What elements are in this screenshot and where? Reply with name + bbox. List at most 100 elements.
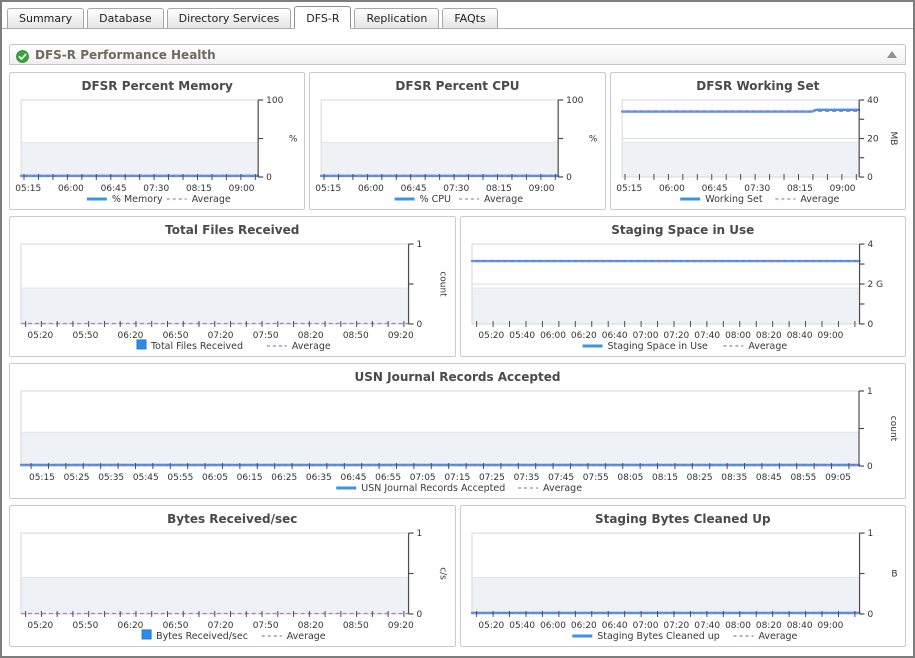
svg-text:07:35: 07:35 <box>514 473 540 483</box>
svg-text:06:00: 06:00 <box>58 184 84 194</box>
svg-text:08:05: 08:05 <box>617 473 643 483</box>
chart-canvas-dfsr-percent-memory[interactable]: 0 100% 05:15 06:00 06:45 07:30 08:15 09:00 % Mem… <box>10 94 304 209</box>
svg-text:Bytes Received/sec: Bytes Received/sec <box>156 631 248 642</box>
svg-text:08:20: 08:20 <box>755 331 781 341</box>
svg-text:07:45: 07:45 <box>548 473 574 483</box>
chart-row-1: DFSR Percent Memory 0 100% 05:15 06:00 06:45… <box>9 72 906 210</box>
svg-text:07:40: 07:40 <box>694 621 720 631</box>
chart-canvas-dfsr-percent-cpu[interactable]: 0 100% 05:15 06:00 06:45 07:30 08:15 09:00 % CPU… <box>310 94 604 209</box>
chart-canvas-staging-bytes-cleaned-up[interactable]: 0 1 B 05:20 05:40 06:00 06:20 06:40 07:00 07:20 07… <box>461 527 906 646</box>
svg-text:06:55: 06:55 <box>375 473 401 483</box>
tab-database[interactable]: Database <box>87 8 164 28</box>
tab-faqts[interactable]: FAQts <box>442 8 498 28</box>
svg-text:06:50: 06:50 <box>163 331 189 341</box>
svg-text:0: 0 <box>417 610 423 620</box>
svg-text:07:30: 07:30 <box>143 184 169 194</box>
health-status-green-check-icon <box>16 48 29 63</box>
svg-text:06:35: 06:35 <box>306 473 332 483</box>
svg-text:100: 100 <box>266 96 283 106</box>
svg-text:1: 1 <box>417 529 423 539</box>
chart-panel-bytes-received-sec: Bytes Received/sec 0 1 c/s 05:20 05:50 06:20 0… <box>9 505 456 647</box>
svg-text:06:20: 06:20 <box>570 621 596 631</box>
svg-text:07:50: 07:50 <box>253 331 279 341</box>
svg-text:08:15: 08:15 <box>652 473 678 483</box>
chart-title: USN Journal Records Accepted <box>354 370 561 384</box>
svg-text:B: B <box>891 570 897 580</box>
svg-text:08:50: 08:50 <box>343 621 369 631</box>
svg-text:Staging Bytes Cleaned up: Staging Bytes Cleaned up <box>597 631 720 642</box>
svg-text:07:25: 07:25 <box>479 473 505 483</box>
tab-bar: Summary Database Directory Services DFS-… <box>2 2 913 29</box>
chart-canvas-usn-journal-records-accepted[interactable]: 0 1 count 05:15 05:25 05:35 05:45 05:55 06:05 06:… <box>10 385 905 498</box>
chart-panel-dfsr-percent-cpu: DFSR Percent CPU 0 100% 05:15 06:00 06:45 07:… <box>309 72 606 210</box>
svg-text:06:00: 06:00 <box>358 184 384 194</box>
svg-text:08:20: 08:20 <box>755 621 781 631</box>
svg-text:07:20: 07:20 <box>663 621 689 631</box>
svg-text:c/s: c/s <box>438 567 448 580</box>
svg-text:06:50: 06:50 <box>163 621 189 631</box>
svg-text:05:20: 05:20 <box>27 331 53 341</box>
chart-canvas-total-files-received[interactable]: 0 1 count 05:20 05:50 06:20 06:50 07:20 07:50 08:… <box>10 238 455 356</box>
svg-text:20: 20 <box>867 135 879 145</box>
svg-text:% Memory: % Memory <box>112 194 163 205</box>
svg-text:09:00: 09:00 <box>529 184 555 194</box>
svg-text:08:35: 08:35 <box>721 473 747 483</box>
svg-text:06:00: 06:00 <box>540 621 566 631</box>
svg-text:0: 0 <box>266 173 272 183</box>
svg-text:0: 0 <box>417 320 423 330</box>
svg-text:Average: Average <box>192 194 231 205</box>
svg-text:07:40: 07:40 <box>694 331 720 341</box>
svg-text:Average: Average <box>484 194 523 205</box>
chart-panel-staging-space-in-use: Staging Space in Use 0 2 G 4 05:20 05:40 06:0… <box>459 216 906 357</box>
chart-title: DFSR Working Set <box>696 79 820 93</box>
tab-summary[interactable]: Summary <box>7 8 85 28</box>
svg-text:0: 0 <box>867 610 873 620</box>
svg-text:1: 1 <box>867 529 873 539</box>
chart-title: Staging Space in Use <box>611 223 755 237</box>
svg-text:40: 40 <box>867 96 879 106</box>
svg-text:08:20: 08:20 <box>298 621 324 631</box>
svg-text:05:15: 05:15 <box>616 184 642 194</box>
chart-row-4: Bytes Received/sec 0 1 c/s 05:20 05:50 06:20 0… <box>9 505 906 647</box>
svg-text:09:00: 09:00 <box>229 184 255 194</box>
chart-grid: DFSR Percent Memory 0 100% 05:15 06:00 06:45… <box>2 72 913 647</box>
svg-text:05:40: 05:40 <box>509 621 535 631</box>
svg-text:07:00: 07:00 <box>632 331 658 341</box>
svg-text:1: 1 <box>417 240 423 250</box>
svg-text:07:15: 07:15 <box>444 473 470 483</box>
svg-text:Working Set: Working Set <box>705 194 763 205</box>
svg-text:08:20: 08:20 <box>298 331 324 341</box>
tab-replication[interactable]: Replication <box>354 8 440 28</box>
svg-text:08:00: 08:00 <box>725 331 751 341</box>
tab-directory-services[interactable]: Directory Services <box>166 8 292 28</box>
svg-text:05:15: 05:15 <box>29 473 55 483</box>
chart-canvas-bytes-received-sec[interactable]: 0 1 c/s 05:20 05:50 06:20 06:50 07:20 07:50 08:20… <box>10 527 455 646</box>
section-header: DFS-R Performance Health <box>9 44 906 65</box>
chart-canvas-dfsr-working-set[interactable]: 0 20 40 MB 05:15 06:00 06:45 07:30 08:15 09:00 Wor… <box>611 94 905 209</box>
svg-text:05:20: 05:20 <box>27 621 53 631</box>
svg-text:08:15: 08:15 <box>787 184 813 194</box>
svg-text:06:20: 06:20 <box>118 331 144 341</box>
section-title: DFS-R Performance Health <box>35 47 216 62</box>
svg-text:06:20: 06:20 <box>118 621 144 631</box>
svg-text:06:40: 06:40 <box>601 621 627 631</box>
svg-text:%: % <box>589 135 598 145</box>
svg-text:07:20: 07:20 <box>208 621 234 631</box>
svg-text:05:55: 05:55 <box>167 473 193 483</box>
svg-text:05:35: 05:35 <box>98 473 124 483</box>
tab-dfs-r[interactable]: DFS-R <box>294 6 352 29</box>
svg-text:MB: MB <box>888 132 898 146</box>
svg-text:07:55: 07:55 <box>583 473 609 483</box>
collapse-section-icon[interactable] <box>887 51 897 58</box>
svg-text:08:55: 08:55 <box>790 473 816 483</box>
svg-text:06:25: 06:25 <box>271 473 297 483</box>
svg-text:08:45: 08:45 <box>756 473 782 483</box>
svg-text:08:25: 08:25 <box>687 473 713 483</box>
svg-text:100: 100 <box>566 96 583 106</box>
chart-canvas-staging-space-in-use[interactable]: 0 2 G 4 05:20 05:40 06:00 06:20 06:40 07:00 07:20… <box>461 238 906 356</box>
svg-text:% CPU: % CPU <box>420 194 451 205</box>
svg-text:count: count <box>888 416 898 442</box>
svg-text:Average: Average <box>800 194 839 205</box>
svg-text:07:20: 07:20 <box>208 331 234 341</box>
